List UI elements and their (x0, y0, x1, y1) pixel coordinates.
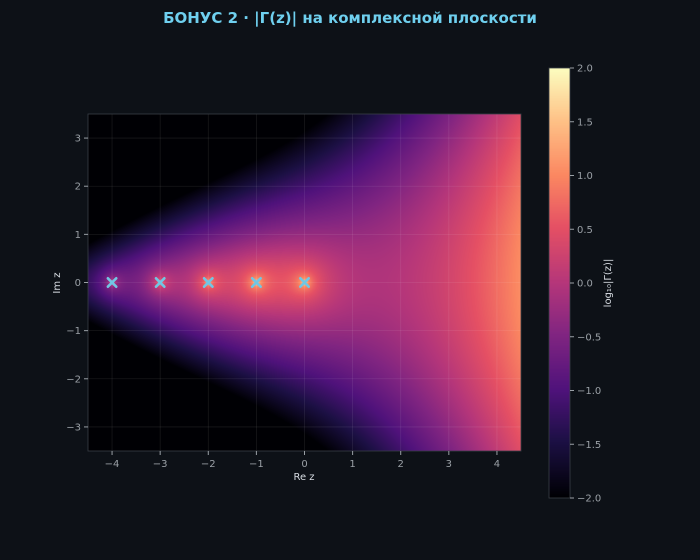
x-tick-label: −4 (105, 459, 120, 470)
y-tick-label: 0 (75, 278, 81, 289)
x-tick-label: −2 (201, 459, 216, 470)
pole-marker (298, 276, 311, 289)
y-tick-label: 2 (75, 182, 81, 193)
pole-marker (250, 276, 262, 289)
x-tick-label: 1 (349, 459, 355, 470)
y-axis-ticks: −3 −2 −1 0 1 2 3 (66, 134, 88, 433)
x-tick-label: 4 (494, 459, 500, 470)
colorbar-tick-label: −1.5 (577, 440, 601, 451)
y-tick-label: −1 (66, 326, 81, 337)
colorbar-gradient (549, 68, 570, 498)
x-axis-ticks: −4 −3 −2 −1 0 1 2 3 4 (105, 451, 500, 470)
pole-marker (106, 276, 118, 289)
y-tick-label: 3 (75, 134, 81, 145)
x-axis-label: Re z (293, 472, 314, 483)
pole-marker (202, 276, 214, 289)
x-tick-label: 3 (446, 459, 452, 470)
x-tick-label: 2 (398, 459, 404, 470)
chart-title: БОНУС 2 · |Γ(z)| на комплексной плоскост… (163, 9, 537, 28)
poles-layer (106, 276, 311, 289)
colorbar-tick-label: 0.5 (577, 225, 593, 236)
colorbar-tick-label: 1.0 (577, 171, 593, 182)
colorbar-tick-label: −1.0 (577, 386, 601, 397)
grid-layer (88, 114, 521, 451)
x-tick-label: −3 (153, 459, 168, 470)
colorbar-tick-label: −0.5 (577, 332, 601, 343)
colorbar-tick-label: 1.5 (577, 117, 593, 128)
colorbar-tick-label: −2.0 (577, 494, 601, 505)
pole-marker (154, 276, 166, 289)
x-tick-label: 0 (301, 459, 307, 470)
colorbar-tick-label: 2.0 (577, 64, 593, 75)
colorbar-ticks: −2.0 −1.5 −1.0 −0.5 0.0 0.5 1.0 1.5 2.0 (570, 64, 601, 505)
y-axis-label: Im z (52, 272, 63, 293)
colorbar-label: log₁₀|Γ(z)| (603, 259, 614, 308)
x-tick-label: −1 (249, 459, 264, 470)
y-tick-label: −3 (66, 422, 81, 433)
y-tick-label: −2 (66, 374, 81, 385)
y-tick-label: 1 (75, 230, 81, 241)
colorbar-tick-label: 0.0 (577, 279, 593, 290)
